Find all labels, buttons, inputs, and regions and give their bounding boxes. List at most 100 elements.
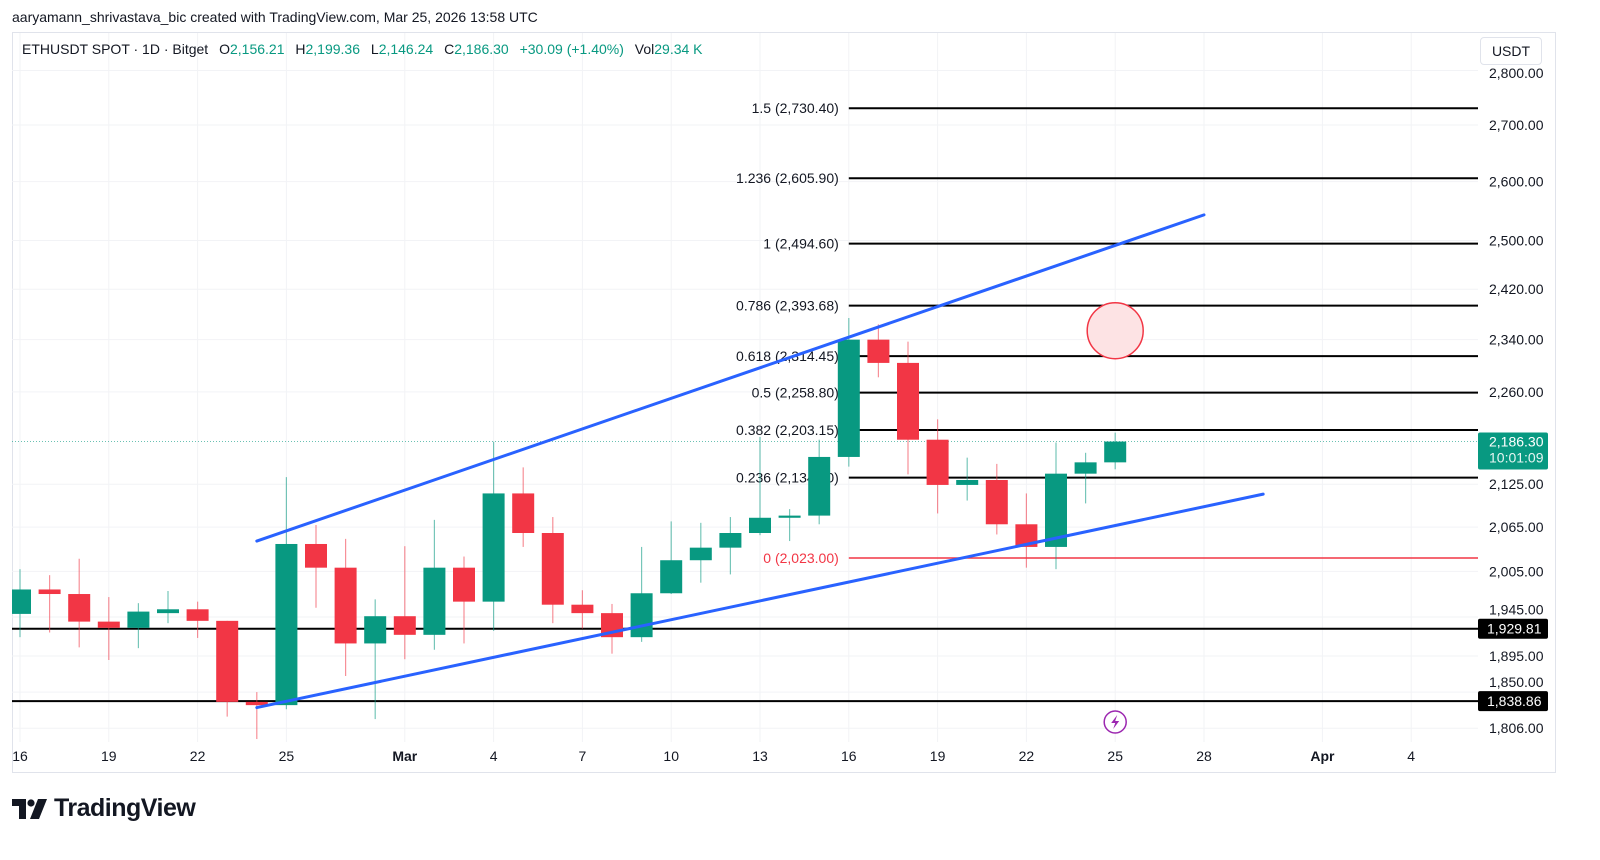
x-tick-label: 16: [841, 748, 857, 764]
x-tick-label: 28: [1196, 748, 1212, 764]
change-value: +30.09 (+1.40%): [519, 41, 624, 57]
candle[interactable]: [749, 436, 771, 536]
candle[interactable]: [1045, 442, 1067, 570]
candle[interactable]: [837, 318, 860, 467]
fib-level-label: 1.5 (2,730.40): [752, 100, 839, 116]
x-tick-label: 19: [101, 748, 117, 764]
candle[interactable]: [97, 597, 120, 661]
candle[interactable]: [808, 439, 831, 525]
y-tick-label: 2,800.00: [1489, 65, 1544, 81]
candle[interactable]: [778, 509, 801, 542]
level-price-label: 1,838.86: [1478, 691, 1548, 712]
candle-body-up: [749, 517, 771, 534]
candle-body-up: [630, 593, 653, 638]
candle-body-up: [482, 493, 505, 602]
candle-body-down: [186, 609, 209, 621]
candle-body-up: [837, 339, 860, 457]
candle[interactable]: [453, 556, 475, 644]
channel-lower-trend-line[interactable]: [255, 492, 1265, 710]
x-tick-label: 7: [579, 748, 587, 764]
candle[interactable]: [245, 692, 268, 740]
y-tick-label: 2,340.00: [1489, 332, 1544, 348]
candle[interactable]: [482, 441, 505, 631]
y-tick-label: 2,700.00: [1489, 117, 1544, 133]
level-price-text: 1,929.81: [1487, 621, 1542, 637]
candle-body-down: [305, 543, 327, 568]
tradingview-logo-text: TradingView: [54, 794, 196, 822]
high-value: 2,199.36: [305, 41, 361, 57]
candle[interactable]: [423, 519, 446, 650]
candle-body-up: [275, 543, 298, 706]
candle[interactable]: [1015, 493, 1038, 568]
candle-body-down: [38, 589, 61, 595]
x-tick-label: 22: [1019, 748, 1035, 764]
candle[interactable]: [157, 590, 179, 624]
candle-body-up: [157, 609, 179, 614]
tradingview-logo-icon: [12, 798, 47, 819]
highlight-circle[interactable]: [1086, 301, 1144, 360]
candle[interactable]: [512, 467, 535, 547]
candle[interactable]: [364, 599, 387, 720]
x-tick-label: Apr: [1310, 748, 1335, 764]
candle-body-down: [541, 533, 564, 605]
candle-body-up: [127, 611, 150, 628]
candle[interactable]: [275, 477, 298, 710]
fib-level-label: 1 (2,494.60): [763, 236, 839, 252]
candle[interactable]: [1104, 432, 1127, 470]
candle-body-down: [216, 620, 239, 702]
currency-button[interactable]: USDT: [1480, 37, 1542, 65]
candle[interactable]: [38, 575, 61, 633]
candle-body-down: [926, 439, 949, 485]
x-tick-label: 19: [930, 748, 946, 764]
candle-body-down: [571, 604, 594, 614]
candle[interactable]: [305, 525, 327, 608]
candle[interactable]: [186, 601, 209, 638]
candle[interactable]: [9, 569, 31, 638]
candle-body-down: [512, 493, 535, 534]
candle[interactable]: [393, 546, 416, 660]
plot-area[interactable]: 1.5 (2,730.40) 1.236 (2,605.90) 1 (2,494.6…: [9, 100, 1478, 740]
open-label: O: [219, 41, 230, 57]
symbol-legend: ETHUSDT SPOT · 1D · Bitget O2,156.21 H2,…: [22, 41, 703, 57]
candle-body-down: [985, 479, 1008, 525]
symbol-title[interactable]: ETHUSDT SPOT · 1D · Bitget: [22, 41, 209, 57]
candle-body-up: [689, 547, 712, 561]
candle[interactable]: [334, 538, 357, 676]
candle[interactable]: [926, 419, 949, 514]
candle[interactable]: [867, 324, 890, 378]
candle[interactable]: [571, 590, 594, 629]
y-tick-label: 2,500.00: [1489, 232, 1544, 248]
candle[interactable]: [1074, 452, 1097, 504]
close-label: C: [444, 41, 455, 57]
low-value: 2,146.24: [378, 41, 434, 57]
candle[interactable]: [956, 457, 979, 501]
price-axis[interactable]: 2,800.00 2,700.00 2,600.00 2,500.00 2,420.00…: [1478, 65, 1548, 736]
volume-value: 29.34 K: [654, 41, 703, 57]
candle-body-up: [1104, 441, 1127, 463]
fib-level-label: 0.786 (2,393.68): [736, 298, 839, 314]
lightning-icon[interactable]: [1103, 710, 1127, 734]
x-tick-label: Mar: [392, 748, 417, 764]
candle[interactable]: [127, 603, 150, 649]
candle[interactable]: [689, 522, 712, 583]
candle[interactable]: [985, 463, 1008, 535]
candle[interactable]: [68, 558, 91, 648]
candle[interactable]: [897, 341, 919, 475]
candle-body-up: [12, 589, 31, 614]
channel-upper-trend-line[interactable]: [255, 213, 1206, 543]
candle[interactable]: [541, 517, 564, 624]
candle-body-down: [68, 594, 91, 622]
candle[interactable]: [660, 521, 683, 595]
y-tick-label: 1,945.00: [1489, 602, 1544, 618]
candle-body-up: [808, 456, 831, 516]
y-tick-label: 2,420.00: [1489, 281, 1544, 297]
y-tick-label: 1,895.00: [1489, 648, 1544, 664]
y-tick-label: 1,806.00: [1489, 720, 1544, 736]
time-axis[interactable]: 16 19 22 25 Mar 4 7 10 13 16 19 22 25 28 Apr 4: [12, 748, 1415, 764]
last-price-value: 2,186.30: [1489, 434, 1544, 450]
candle[interactable]: [719, 517, 742, 575]
fib-level-label: 0.5 (2,258.80): [752, 385, 839, 401]
tradingview-logo[interactable]: TradingView: [12, 794, 196, 823]
candle[interactable]: [216, 620, 239, 717]
